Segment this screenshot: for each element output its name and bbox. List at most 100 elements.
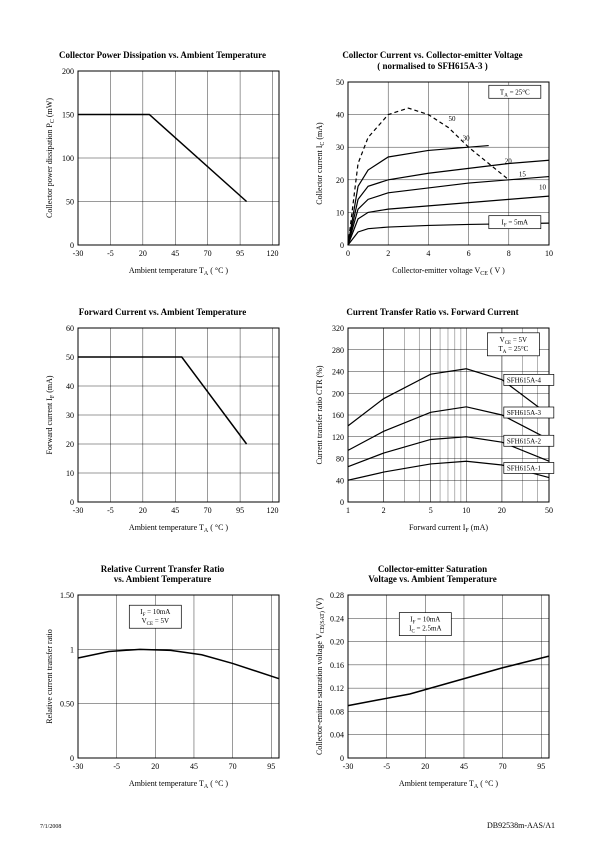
svg-text:0.12: 0.12 bbox=[330, 684, 344, 693]
chart-3-title: Forward Current vs. Ambient Temperature bbox=[79, 307, 246, 318]
svg-text:4: 4 bbox=[426, 249, 430, 258]
svg-text:0.16: 0.16 bbox=[330, 661, 344, 670]
svg-text:320: 320 bbox=[332, 324, 344, 333]
svg-text:5: 5 bbox=[429, 506, 433, 515]
svg-text:70: 70 bbox=[229, 762, 237, 771]
svg-text:70: 70 bbox=[204, 506, 212, 515]
svg-text:20: 20 bbox=[139, 249, 147, 258]
svg-text:20: 20 bbox=[498, 506, 506, 515]
svg-text:2: 2 bbox=[386, 249, 390, 258]
svg-text:1: 1 bbox=[346, 506, 350, 515]
svg-text:0: 0 bbox=[346, 249, 350, 258]
svg-text:0: 0 bbox=[340, 241, 344, 250]
box-c6-svg: 00.040.080.120.160.200.240.28-30-5204570… bbox=[310, 589, 555, 790]
svg-text:50: 50 bbox=[545, 506, 553, 515]
svg-text:SFH615A-4: SFH615A-4 bbox=[507, 376, 542, 384]
svg-text:-5: -5 bbox=[107, 249, 114, 258]
box-c5-svg: 00.5011.50-30-520457095IF = 10mAVCE = 5V… bbox=[40, 589, 285, 790]
svg-text:20: 20 bbox=[66, 440, 74, 449]
svg-text:2: 2 bbox=[382, 506, 386, 515]
svg-text:45: 45 bbox=[171, 506, 179, 515]
svg-text:50: 50 bbox=[449, 115, 457, 123]
svg-text:Collector-emitter saturation v: Collector-emitter saturation voltage VCE… bbox=[315, 598, 326, 755]
svg-text:120: 120 bbox=[267, 506, 279, 515]
svg-text:45: 45 bbox=[460, 762, 468, 771]
chart-4: Current Transfer Ratio vs. Forward Curre… bbox=[310, 307, 555, 534]
svg-text:95: 95 bbox=[236, 506, 244, 515]
svg-text:Relative current transfer rati: Relative current transfer ratio bbox=[45, 629, 54, 723]
svg-text:30: 30 bbox=[463, 134, 471, 142]
svg-text:150: 150 bbox=[62, 110, 74, 119]
chart-1-title: Collector Power Dissipation vs. Ambient … bbox=[59, 50, 266, 61]
svg-text:Ambient temperature TA ( °C ): Ambient temperature TA ( °C ) bbox=[129, 523, 228, 534]
svg-text:10: 10 bbox=[66, 469, 74, 478]
svg-text:95: 95 bbox=[537, 762, 545, 771]
svg-text:0.24: 0.24 bbox=[330, 614, 344, 623]
svg-text:70: 70 bbox=[499, 762, 507, 771]
svg-text:-30: -30 bbox=[73, 506, 84, 515]
svg-text:10: 10 bbox=[462, 506, 470, 515]
svg-text:70: 70 bbox=[204, 249, 212, 258]
chart-5-title: Relative Current Transfer Ratio vs. Ambi… bbox=[101, 564, 225, 586]
box-c1-svg: 050100150200-30-520457095120Ambient temp… bbox=[40, 65, 285, 277]
svg-text:50: 50 bbox=[66, 197, 74, 206]
svg-text:30: 30 bbox=[66, 411, 74, 420]
svg-text:200: 200 bbox=[62, 67, 74, 76]
chart-4-title: Current Transfer Ratio vs. Forward Curre… bbox=[346, 307, 518, 318]
svg-text:40: 40 bbox=[336, 476, 344, 485]
svg-text:Ambient temperature TA ( °C ): Ambient temperature TA ( °C ) bbox=[129, 266, 228, 277]
svg-text:20: 20 bbox=[421, 762, 429, 771]
svg-text:SFH615A-2: SFH615A-2 bbox=[507, 437, 542, 445]
svg-text:20: 20 bbox=[505, 157, 513, 165]
svg-text:160: 160 bbox=[332, 411, 344, 420]
svg-text:Current transfer ratio CTR (%): Current transfer ratio CTR (%) bbox=[315, 365, 324, 464]
svg-text:45: 45 bbox=[171, 249, 179, 258]
svg-text:20: 20 bbox=[139, 506, 147, 515]
svg-text:0.04: 0.04 bbox=[330, 731, 344, 740]
footer-doc-id: DB92538m-AAS/A1 bbox=[487, 821, 555, 830]
svg-text:20: 20 bbox=[336, 175, 344, 184]
svg-text:-5: -5 bbox=[107, 506, 114, 515]
svg-text:-30: -30 bbox=[73, 762, 84, 771]
svg-text:120: 120 bbox=[332, 432, 344, 441]
svg-text:240: 240 bbox=[332, 367, 344, 376]
svg-text:20: 20 bbox=[151, 762, 159, 771]
svg-text:100: 100 bbox=[62, 154, 74, 163]
svg-text:0.08: 0.08 bbox=[330, 708, 344, 717]
svg-text:0: 0 bbox=[340, 498, 344, 507]
svg-text:1: 1 bbox=[70, 646, 74, 655]
svg-text:10: 10 bbox=[539, 183, 547, 191]
svg-text:Ambient temperature TA ( °C ): Ambient temperature TA ( °C ) bbox=[399, 779, 498, 790]
svg-text:SFH615A-3: SFH615A-3 bbox=[507, 409, 542, 417]
svg-text:45: 45 bbox=[190, 762, 198, 771]
chart-6-title: Collector-emitter Saturation Voltage vs.… bbox=[368, 564, 497, 586]
svg-text:40: 40 bbox=[336, 110, 344, 119]
box-c4-svg: 0 40 80 120 160 200 240 280 320 1 2 5 10 20 50 SFH615A-… bbox=[310, 322, 555, 534]
svg-text:Collector current IC (mA): Collector current IC (mA) bbox=[315, 122, 326, 205]
svg-text:SFH615A-1: SFH615A-1 bbox=[507, 464, 542, 472]
svg-text:10: 10 bbox=[336, 208, 344, 217]
chart-2-title: Collector Current vs. Collector-emitter … bbox=[342, 50, 522, 72]
svg-text:50: 50 bbox=[66, 353, 74, 362]
svg-text:Forward current IF (mA): Forward current IF (mA) bbox=[45, 375, 56, 454]
svg-text:Forward current IF (mA): Forward current IF (mA) bbox=[409, 523, 488, 534]
svg-text:95: 95 bbox=[236, 249, 244, 258]
svg-text:30: 30 bbox=[336, 143, 344, 152]
svg-text:Ambient temperature TA ( °C ): Ambient temperature TA ( °C ) bbox=[129, 779, 228, 790]
svg-text:120: 120 bbox=[267, 249, 279, 258]
svg-text:40: 40 bbox=[66, 382, 74, 391]
svg-text:80: 80 bbox=[336, 454, 344, 463]
svg-text:0.28: 0.28 bbox=[330, 591, 344, 600]
svg-text:0.20: 0.20 bbox=[330, 638, 344, 647]
svg-text:Collector power dissipation PC: Collector power dissipation PC (mW) bbox=[45, 97, 56, 217]
svg-text:-5: -5 bbox=[113, 762, 120, 771]
chart-6: Collector-emitter Saturation Voltage vs.… bbox=[310, 564, 555, 791]
svg-text:0.50: 0.50 bbox=[60, 700, 74, 709]
svg-text:95: 95 bbox=[267, 762, 275, 771]
svg-text:8: 8 bbox=[507, 249, 511, 258]
chart-1: Collector Power Dissipation vs. Ambient … bbox=[40, 50, 285, 277]
box-c3-svg: 0102030405060-30-520457095120Ambient tem… bbox=[40, 322, 285, 534]
svg-text:200: 200 bbox=[332, 389, 344, 398]
svg-text:280: 280 bbox=[332, 345, 344, 354]
svg-text:15: 15 bbox=[519, 170, 527, 178]
